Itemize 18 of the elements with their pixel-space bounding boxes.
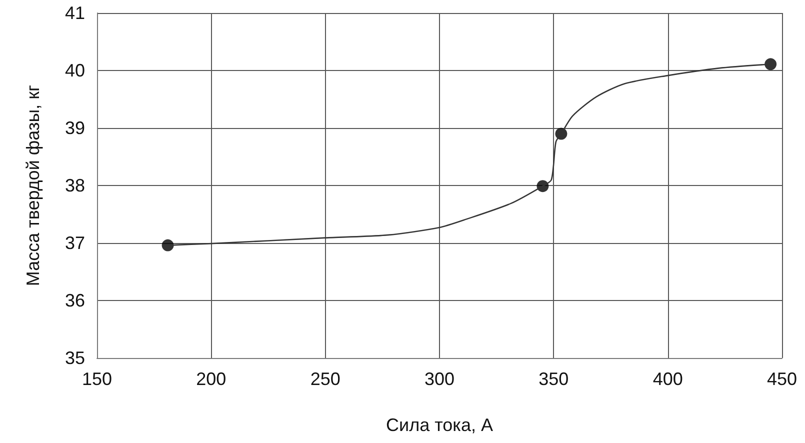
point: [764, 58, 777, 70]
x-axis-title: Сила тока, А: [386, 415, 493, 435]
y-tick-label: 38: [64, 176, 85, 196]
y-axis-title: Масса твердой фазы, кг: [23, 84, 43, 286]
y-tick-label: 39: [64, 118, 85, 138]
x-tick-label: 300: [424, 369, 455, 389]
x-tick-label: 250: [310, 369, 340, 389]
y-tick-label: 35: [64, 348, 85, 368]
x-tick-label: 400: [652, 369, 683, 389]
x-tick-label: 200: [196, 369, 226, 389]
point: [162, 239, 174, 252]
y-tick-label: 37: [64, 233, 85, 253]
y-tick-label: 40: [64, 60, 85, 80]
x-tick-label: 150: [82, 369, 112, 389]
x-tick-label: 450: [766, 369, 798, 389]
x-tick-label: 350: [538, 369, 569, 389]
y-tick-label: 36: [64, 290, 85, 310]
y-tick-label: 41: [64, 3, 85, 23]
